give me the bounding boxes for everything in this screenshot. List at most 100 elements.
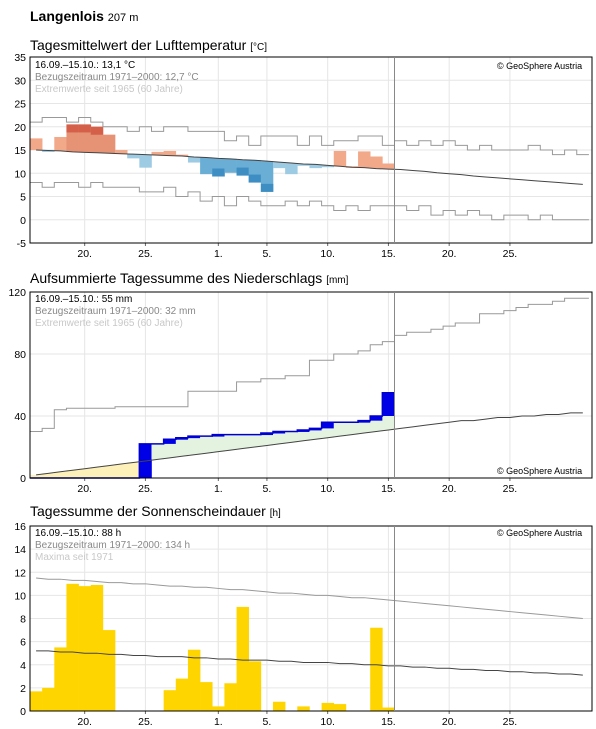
sunshine-bar (175, 678, 189, 711)
precip-surplus-area (187, 436, 201, 455)
temperature-ytick-label: 30 (14, 75, 26, 87)
precipitation-panel-title: Aufsummierte Tagessumme des Niederschlag… (30, 270, 348, 286)
temperature-info-period: 16.09.–15.10.: 13,1 °C (35, 60, 136, 71)
temperature-bar (54, 136, 67, 151)
temperature-bar (200, 157, 213, 175)
precip-deficit-area (54, 471, 67, 478)
sunshine-info: 16.09.–15.10.: 88 h Bezugszeitraum 1971–… (35, 528, 190, 564)
temperature-panel-title: Tagesmittelwert der Lufttemperatur [°C] (30, 37, 267, 53)
precip-daily-bar (309, 428, 322, 431)
temperature-ytick-label: 10 (14, 168, 26, 180)
precipitation-xtick-label: 10. (320, 483, 335, 495)
sunshine-mean-line (36, 650, 583, 676)
sunshine-unit: [h] (269, 508, 281, 519)
precipitation-ytick-label: 40 (14, 411, 26, 423)
precip-mean-line (36, 412, 583, 476)
sunshine-ytick-label: 2 (20, 683, 26, 695)
precip-deficit-area (90, 467, 104, 478)
sunshine-plot: 0 2 4 6 8 10 12 14 16 20. 25. 1. 5. 10. 15. 20. 25. (14, 521, 592, 728)
temperature-bar (333, 150, 347, 167)
precip-daily-bar (212, 434, 225, 437)
precipitation-title-text: Aufsummierte Tagessumme des Niederschlag… (30, 270, 323, 286)
station-name: Langenlois (30, 8, 104, 24)
sunshine-bar (90, 584, 104, 711)
precip-surplus-area (236, 434, 249, 449)
temperature-ytick-label: -5 (17, 238, 26, 250)
sunshine-bar (66, 583, 79, 711)
temperature-bar (42, 150, 55, 152)
temperature-bar (139, 154, 152, 168)
precip-daily-bar (163, 439, 177, 444)
precip-surplus-area (151, 443, 164, 460)
precipitation-plot: 0 40 80 120 20. 25. 1. 5. 10. 15. 20. 25. (8, 287, 592, 495)
sunshine-title-text: Tagessumme der Sonnenscheindauer (30, 503, 266, 519)
precipitation-xtick-label: 25. (138, 483, 153, 495)
precip-surplus-area (248, 434, 262, 447)
sunshine-xtick-label: 10. (320, 716, 335, 728)
temperature-ytick-label: 15 (14, 145, 26, 157)
sunshine-bar (333, 704, 347, 711)
temperature-bar (273, 162, 286, 169)
precipitation-plot-border (29, 291, 593, 479)
temperature-bar (175, 154, 189, 157)
precipitation-ytick-label: 80 (14, 349, 26, 361)
precip-surplus-area (273, 431, 286, 444)
sunshine-max-line (36, 577, 583, 619)
precip-surplus-area (297, 429, 310, 441)
sunshine-xtick-label: 25. (503, 716, 518, 728)
sunshine-ytick-label: 14 (14, 544, 26, 556)
precip-surplus-area (175, 437, 189, 457)
temperature-record-low (260, 183, 274, 192)
sunshine-bar (78, 586, 92, 711)
precip-deficit-area (127, 462, 140, 478)
sunshine-info-reference: Bezugszeitraum 1971–2000: 134 h (35, 540, 191, 551)
precipitation-unit: [mm] (326, 275, 349, 286)
sunshine-bar (102, 630, 116, 711)
temperature-record-low (236, 167, 249, 176)
sunshine-ytick-label: 16 (14, 521, 26, 533)
precip-daily-bar (187, 436, 201, 439)
temperature-copyright: © GeoSphere Austria (497, 61, 583, 71)
precip-max-line (30, 297, 589, 432)
precipitation-xtick-label: 20. (77, 483, 92, 495)
temperature-title-text: Tagesmittelwert der Lufttemperatur (30, 37, 247, 53)
precip-daily-bar (370, 416, 383, 421)
precipitation-info-reference: Bezugszeitraum 1971–2000: 32 mm (35, 306, 196, 317)
sunshine-ytick-label: 10 (14, 590, 26, 602)
sunshine-bar (42, 687, 55, 711)
station-altitude: 207 m (107, 12, 139, 24)
temperature-xtick-label: 20. (77, 248, 92, 260)
precipitation-info-period: 16.09.–15.10.: 55 mm (35, 294, 133, 305)
precipitation-xtick-label: 1. (214, 483, 223, 495)
temperature-ytick-label: 25 (14, 99, 26, 111)
sunshine-xtick-label: 5. (263, 716, 272, 728)
sunshine-bar (321, 702, 335, 711)
temperature-max-line (30, 116, 589, 156)
precip-daily-bar (321, 422, 335, 429)
temperature-info-extremes: Extremwerte seit 1965 (60 Jahre) (35, 84, 183, 95)
temperature-xtick-label: 25. (503, 248, 518, 260)
precip-daily-bar (382, 392, 395, 416)
temperature-record-high (66, 124, 79, 133)
temperature-bar (187, 156, 201, 163)
sunshine-ytick-label: 8 (20, 614, 26, 626)
sunshine-ytick-label: 6 (20, 637, 26, 649)
temperature-xtick-label: 20. (442, 248, 457, 260)
temperature-record-high (78, 124, 92, 133)
temperature-unit: [°C] (250, 42, 267, 53)
temperature-min-line (30, 182, 589, 221)
sunshine-ytick-label: 4 (20, 660, 26, 672)
sunshine-bar (273, 701, 286, 711)
sunshine-xtick-label: 20. (77, 716, 92, 728)
precip-deficit-area (30, 474, 43, 478)
precipitation-xtick-label: 25. (503, 483, 518, 495)
precip-deficit-area (115, 464, 128, 478)
temperature-bar (102, 134, 116, 154)
temperature-bar (163, 150, 177, 156)
precipitation-ytick-label: 0 (20, 473, 26, 485)
sunshine-info-maxima: Maxima seit 1971 (35, 552, 114, 563)
temperature-bar (151, 151, 164, 156)
temperature-bar (358, 151, 371, 168)
temperature-bar (30, 138, 43, 150)
